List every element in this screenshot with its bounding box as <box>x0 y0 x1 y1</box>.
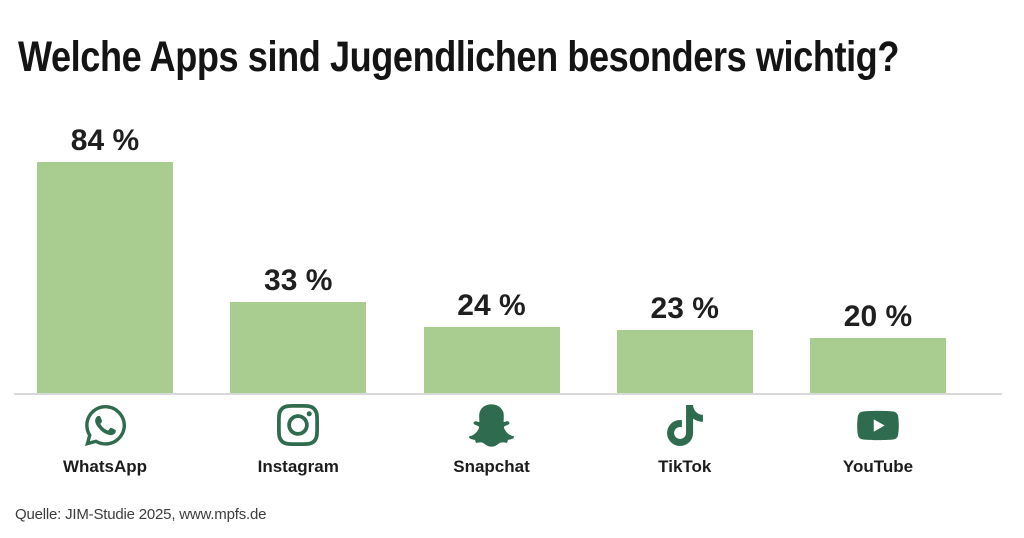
bar-chart: 84 % 33 % 24 % 23 % 20 % <box>37 124 946 393</box>
bar <box>230 302 367 393</box>
category: Snapchat <box>424 401 560 477</box>
bar-value-label: 84 % <box>70 124 140 157</box>
instagram-icon <box>277 401 320 449</box>
whatsapp-icon <box>84 401 126 449</box>
category-icons-row: WhatsApp Instagram Snapchat TikTok YouTube <box>0 401 1024 477</box>
snapchat-icon <box>468 401 515 449</box>
page-title: Welche Apps sind Jugendlichen besonders … <box>18 33 899 81</box>
bar <box>616 329 753 393</box>
bar-value-label: 23 % <box>650 291 719 325</box>
bar-column: 20 % <box>810 300 946 393</box>
x-axis-line <box>14 393 1002 395</box>
tiktok-icon <box>666 401 703 449</box>
bar-column: 24 % <box>423 289 560 393</box>
category-label: Snapchat <box>453 457 530 476</box>
bar-column: 33 % <box>230 264 367 393</box>
category: YouTube <box>810 401 946 477</box>
category: WhatsApp <box>37 401 173 477</box>
bar-column: 23 % <box>616 291 753 393</box>
bar <box>423 327 560 393</box>
bar-value-label: 24 % <box>457 289 526 322</box>
category-label: Instagram <box>257 457 339 476</box>
bar <box>810 338 946 393</box>
bar <box>37 162 173 393</box>
bar-value-label: 33 % <box>264 264 333 298</box>
bar-value-label: 20 % <box>843 300 913 333</box>
category-label: TikTok <box>658 457 712 476</box>
category-label: WhatsApp <box>62 457 148 476</box>
youtube-icon <box>856 401 900 449</box>
category-label: YouTube <box>842 457 914 476</box>
category: TikTok <box>617 401 753 477</box>
category: Instagram <box>230 401 366 477</box>
bar-column: 84 % <box>37 124 173 393</box>
source-note: Quelle: JIM-Studie 2025, www.mpfs.de <box>15 506 267 523</box>
